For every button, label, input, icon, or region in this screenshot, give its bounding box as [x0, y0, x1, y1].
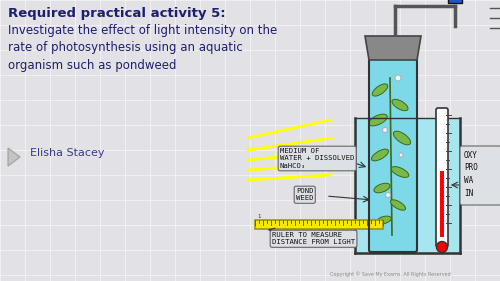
Ellipse shape — [374, 183, 390, 193]
FancyBboxPatch shape — [255, 220, 383, 229]
Ellipse shape — [368, 114, 388, 126]
Text: Required practical activity 5:: Required practical activity 5: — [8, 7, 226, 20]
Circle shape — [386, 192, 390, 198]
Circle shape — [399, 153, 403, 157]
Ellipse shape — [372, 84, 388, 96]
Ellipse shape — [391, 167, 409, 177]
Ellipse shape — [372, 149, 388, 161]
Ellipse shape — [390, 200, 406, 210]
Circle shape — [395, 75, 401, 81]
Text: POND
WEED: POND WEED — [296, 188, 314, 201]
Circle shape — [382, 128, 388, 133]
Text: Investigate the effect of light intensity on the
rate of photosynthesis using an: Investigate the effect of light intensit… — [8, 24, 277, 72]
Ellipse shape — [394, 131, 410, 145]
Text: MEDIUM OF
WATER + DISSOLVED
NaHCO₃: MEDIUM OF WATER + DISSOLVED NaHCO₃ — [280, 148, 354, 169]
FancyBboxPatch shape — [355, 118, 460, 253]
Text: Elisha Stacey: Elisha Stacey — [30, 148, 104, 158]
Text: 1: 1 — [257, 214, 260, 219]
FancyBboxPatch shape — [436, 108, 448, 247]
Text: RULER TO MEASURE
DISTANCE FROM LIGHT: RULER TO MEASURE DISTANCE FROM LIGHT — [272, 232, 355, 246]
FancyBboxPatch shape — [460, 146, 500, 205]
Ellipse shape — [392, 99, 408, 111]
FancyBboxPatch shape — [448, 0, 462, 3]
Polygon shape — [365, 36, 421, 60]
Text: Copyright © Save My Exams. All Rights Reserved: Copyright © Save My Exams. All Rights Re… — [330, 271, 451, 277]
Polygon shape — [8, 148, 20, 166]
Circle shape — [436, 241, 448, 253]
Ellipse shape — [376, 216, 392, 224]
Text: OXY
PRO
WA
IN: OXY PRO WA IN — [464, 151, 478, 198]
FancyBboxPatch shape — [440, 171, 444, 237]
FancyBboxPatch shape — [369, 56, 417, 252]
